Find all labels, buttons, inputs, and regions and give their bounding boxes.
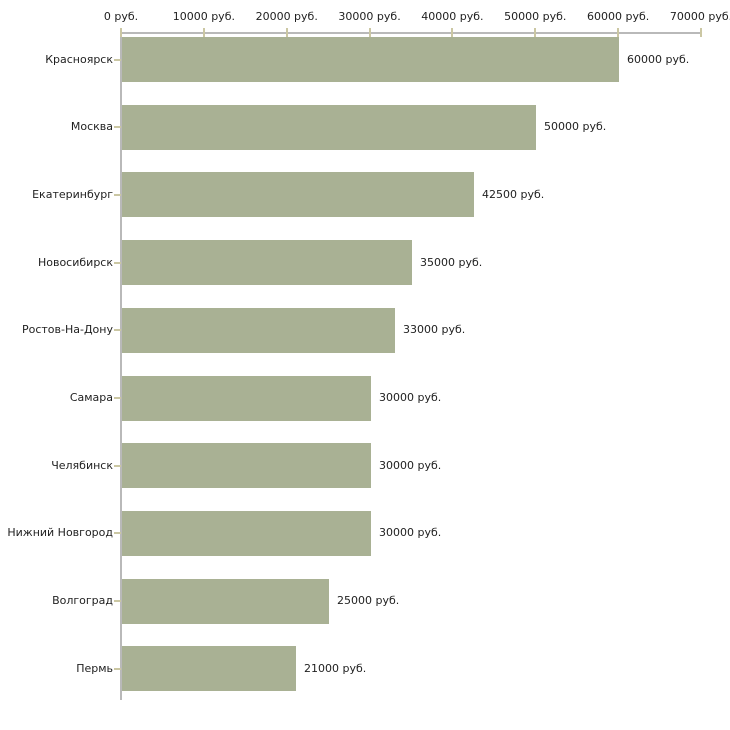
x-axis-line <box>120 32 702 34</box>
category-label: Красноярск <box>45 52 113 66</box>
x-axis-tick-label: 20000 руб. <box>255 10 318 23</box>
y-axis-tick <box>114 600 121 603</box>
bar <box>122 510 371 556</box>
bar <box>122 240 412 286</box>
y-axis-tick <box>114 329 121 332</box>
category-label: Нижний Новгород <box>7 526 113 540</box>
value-label: 30000 руб. <box>379 458 442 472</box>
x-axis-tick-label: 10000 руб. <box>172 10 235 23</box>
x-axis-tick <box>202 28 205 37</box>
y-axis-tick <box>114 667 121 670</box>
category-label: Москва <box>70 120 113 134</box>
category-label: Новосибирск <box>37 255 113 269</box>
bar <box>122 307 395 353</box>
y-axis-tick <box>114 58 121 61</box>
bar <box>122 104 536 150</box>
bar <box>122 172 474 218</box>
category-label: Челябинск <box>51 458 113 472</box>
x-axis-tick-label: 40000 руб. <box>421 10 484 23</box>
value-label: 50000 руб. <box>544 120 607 134</box>
value-label: 21000 руб. <box>304 661 367 675</box>
x-axis-tick <box>534 28 537 37</box>
y-axis-tick <box>114 193 121 196</box>
x-axis-tick <box>451 28 454 37</box>
x-axis-tick-label: 50000 руб. <box>504 10 567 23</box>
bar <box>122 37 619 82</box>
value-label: 25000 руб. <box>337 594 400 608</box>
bar <box>122 375 371 421</box>
category-label: Пермь <box>76 661 113 675</box>
value-label: 35000 руб. <box>420 255 483 269</box>
bar <box>122 646 296 692</box>
bar <box>122 443 371 489</box>
category-label: Волгоград <box>52 594 113 608</box>
x-axis-tick-label: 70000 руб. <box>669 10 730 23</box>
category-label: Самара <box>69 391 113 404</box>
x-axis-tick-label: 0 руб. <box>103 10 139 23</box>
value-label: 33000 руб. <box>403 323 466 337</box>
value-label: 30000 руб. <box>379 391 442 404</box>
x-axis-tick <box>700 28 702 37</box>
y-axis-tick <box>114 464 121 467</box>
value-label: 42500 руб. <box>482 187 545 201</box>
x-axis-tick <box>285 28 288 37</box>
value-label: 30000 руб. <box>379 526 442 540</box>
value-label: 60000 руб. <box>627 52 690 66</box>
bar <box>122 578 329 624</box>
x-axis-tick <box>617 28 620 37</box>
y-axis-tick <box>114 532 121 535</box>
x-axis-tick <box>120 28 122 37</box>
y-axis-tick <box>114 397 121 399</box>
x-axis-tick-label: 30000 руб. <box>338 10 401 23</box>
category-label: Ростов-На-Дону <box>21 323 113 337</box>
x-axis-tick-label: 60000 руб. <box>587 10 650 23</box>
category-label: Екатеринбург <box>32 187 113 201</box>
x-axis-tick <box>368 28 371 37</box>
y-axis-line <box>120 32 122 700</box>
y-axis-tick <box>114 126 121 129</box>
y-axis-tick <box>114 261 121 264</box>
